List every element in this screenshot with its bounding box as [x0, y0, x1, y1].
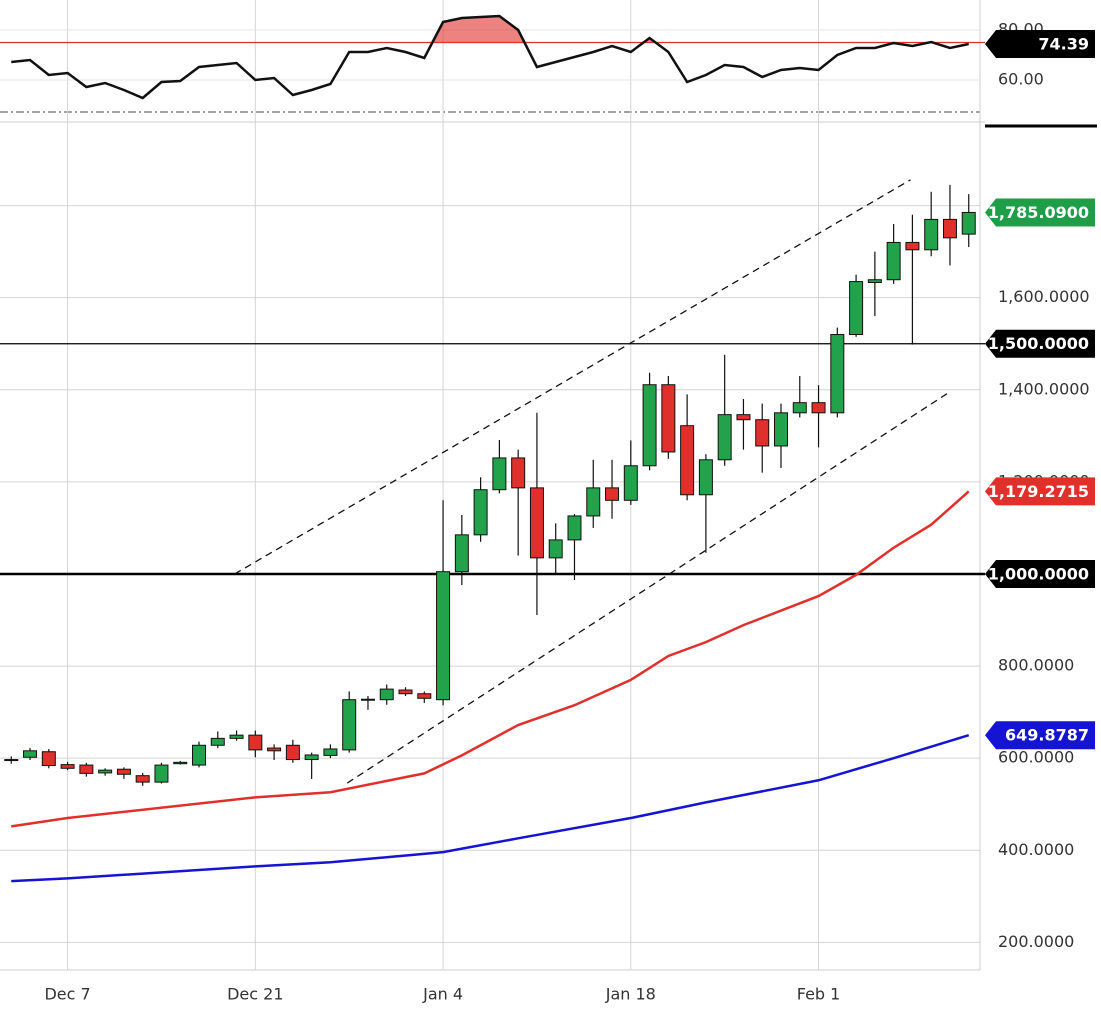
- x-tick-label: Dec 21: [227, 985, 283, 1004]
- candle-body: [248, 734, 263, 751]
- candle-body: [492, 457, 507, 491]
- price-badge: [985, 559, 1095, 588]
- x-tick-label: Jan 18: [605, 985, 656, 1004]
- candle-body: [811, 402, 826, 414]
- candle-body: [605, 487, 620, 501]
- price-badge: [985, 198, 1095, 227]
- candle-body: [680, 425, 695, 496]
- channel-line: [234, 179, 911, 575]
- candle-body: [79, 764, 94, 774]
- candle-body: [379, 688, 394, 701]
- candle-body: [210, 737, 225, 746]
- candle-body: [548, 539, 563, 559]
- y-tick-label: 1,600.0000: [998, 287, 1090, 306]
- candle-body: [360, 698, 375, 701]
- price-badge: [985, 477, 1095, 506]
- candle-body: [60, 764, 75, 769]
- y-tick-label: 1,400.0000: [998, 379, 1090, 398]
- candle-body: [623, 465, 638, 501]
- candle-body: [323, 748, 338, 756]
- candle-body: [229, 734, 244, 739]
- candle-body: [285, 744, 300, 761]
- candle-body: [755, 419, 770, 447]
- candle-body: [267, 747, 282, 752]
- x-tick-label: Feb 1: [797, 985, 841, 1004]
- candle-body: [511, 457, 526, 489]
- lines-layer: [0, 14, 985, 883]
- candle-body: [473, 489, 488, 536]
- candle-body: [4, 759, 19, 762]
- moving-average: [11, 734, 970, 883]
- candle-body: [436, 571, 451, 701]
- overbought-fill: [11, 16, 969, 43]
- candle-body: [342, 699, 357, 751]
- price-badge-label: 1,500.0000: [988, 334, 1089, 353]
- y-tick-label: 400.0000: [998, 840, 1074, 859]
- candle-body: [773, 412, 788, 447]
- candle-body: [717, 414, 732, 461]
- price-badge-label: 1,000.0000: [988, 564, 1089, 583]
- candle-body: [135, 775, 150, 783]
- candle-body: [417, 693, 432, 699]
- price-badge-label: 1,179.2715: [988, 482, 1089, 501]
- fills-layer: [11, 16, 969, 43]
- candle-body: [23, 750, 38, 758]
- candle-body: [792, 402, 807, 414]
- moving-average: [11, 490, 970, 828]
- y-tick-label: 800.0000: [998, 656, 1074, 675]
- price-badge: [985, 30, 1095, 59]
- rsi-line: [11, 14, 969, 100]
- candle-body: [154, 764, 169, 783]
- price-badge-label: 1,785.0900: [988, 203, 1089, 222]
- candle-body: [867, 279, 882, 283]
- candle-body: [567, 515, 582, 541]
- price-badge: [985, 721, 1095, 750]
- candle-body: [116, 768, 131, 775]
- y-tick-label: 600.0000: [998, 748, 1074, 767]
- candle-body: [192, 744, 207, 766]
- candle-body: [698, 459, 713, 496]
- labels-layer: Dec 7 Dec 21 Jan 4 Jan 18 Feb 1 200.0000 400.0…: [44, 20, 1095, 1004]
- candle-body: [924, 218, 939, 251]
- candle-body: [661, 384, 676, 453]
- candle-body: [529, 487, 544, 559]
- marks-layer: [4, 184, 976, 786]
- candle-body: [304, 754, 319, 761]
- candle-body: [454, 534, 469, 573]
- price-badge-label: 649.8787: [1005, 726, 1089, 745]
- candle-body: [173, 761, 188, 765]
- y-tick-label: 200.0000: [998, 932, 1074, 951]
- price-badge-label: 74.39: [1038, 35, 1089, 54]
- candle-body: [942, 218, 957, 239]
- candle-body: [886, 241, 901, 281]
- x-tick-label: Jan 4: [422, 985, 463, 1004]
- candle-body: [736, 414, 751, 421]
- candle-body: [98, 769, 113, 774]
- candle-body: [849, 281, 864, 336]
- candle-body: [41, 751, 56, 767]
- x-tick-label: Dec 7: [44, 985, 90, 1004]
- candle-body: [642, 384, 657, 467]
- price-badge: [985, 329, 1095, 358]
- candle-body: [961, 211, 976, 235]
- candle-body: [905, 241, 920, 251]
- candle-body: [830, 334, 845, 414]
- candle-body: [586, 487, 601, 517]
- candle-body: [398, 689, 413, 695]
- y-tick-label: 60.00: [998, 70, 1044, 89]
